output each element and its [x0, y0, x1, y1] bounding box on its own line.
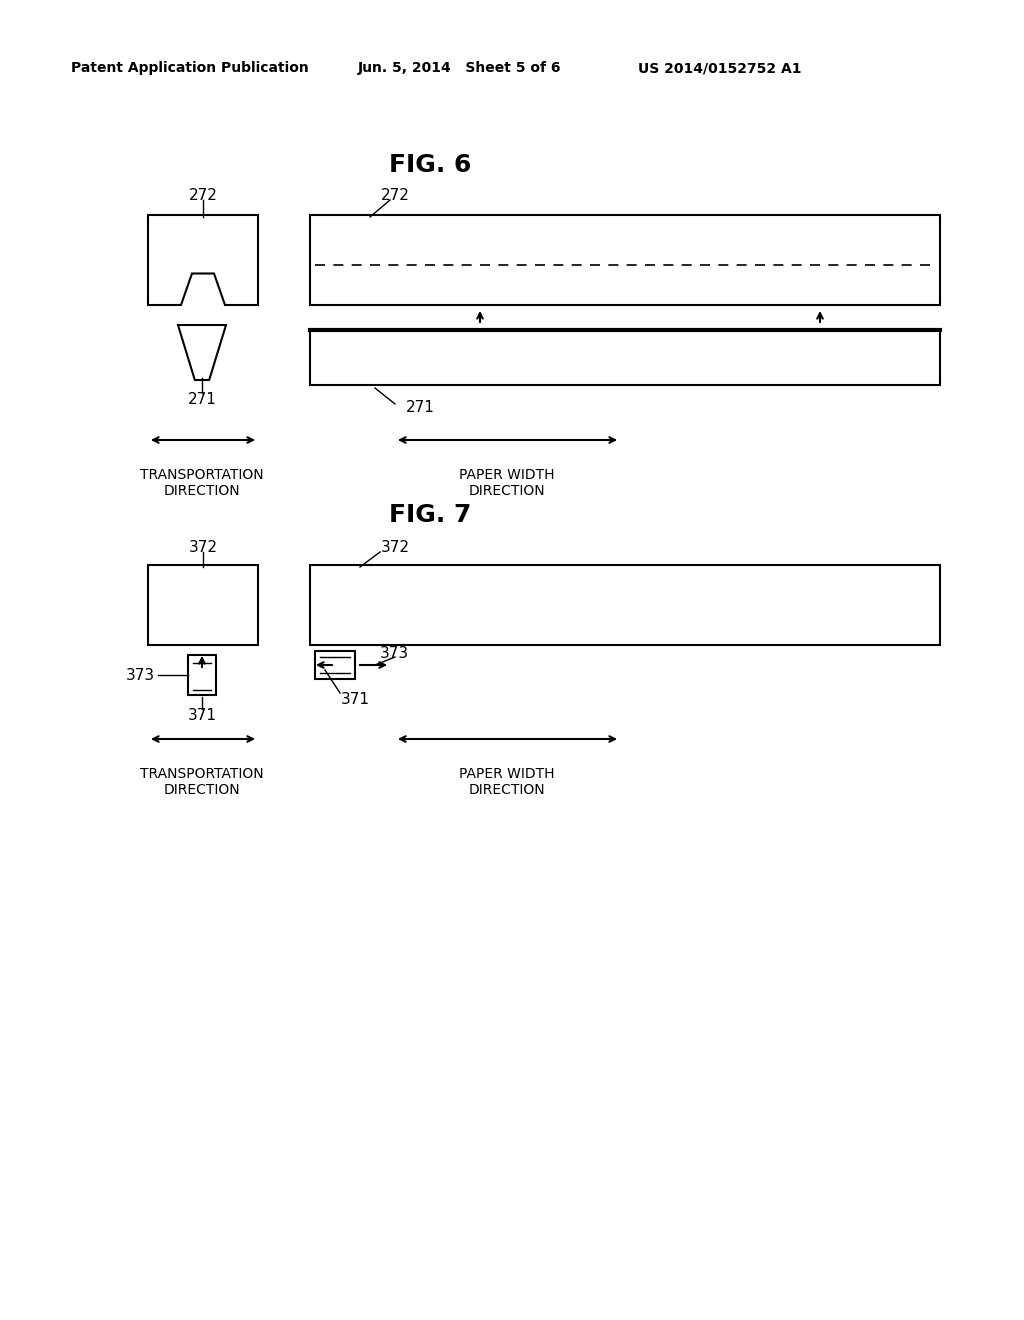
Bar	[188, 655, 216, 696]
Text: Patent Application Publication: Patent Application Publication	[71, 61, 309, 75]
Text: 272: 272	[381, 187, 410, 202]
Bar	[315, 651, 355, 678]
Text: TRANSPORTATION
DIRECTION: TRANSPORTATION DIRECTION	[140, 767, 264, 797]
Text: 372: 372	[188, 540, 217, 554]
Text: US 2014/0152752 A1: US 2014/0152752 A1	[638, 61, 802, 75]
Text: FIG. 6: FIG. 6	[389, 153, 471, 177]
Text: 373: 373	[126, 668, 155, 682]
Text: FIG. 7: FIG. 7	[389, 503, 471, 527]
Text: TRANSPORTATION
DIRECTION: TRANSPORTATION DIRECTION	[140, 469, 264, 498]
Bar	[310, 330, 940, 385]
Text: PAPER WIDTH
DIRECTION: PAPER WIDTH DIRECTION	[459, 469, 555, 498]
Bar	[148, 565, 258, 645]
Text: 271: 271	[406, 400, 434, 416]
Text: 272: 272	[188, 187, 217, 202]
Text: 373: 373	[380, 645, 410, 660]
Text: 271: 271	[187, 392, 216, 408]
Bar	[310, 565, 940, 645]
Text: PAPER WIDTH
DIRECTION: PAPER WIDTH DIRECTION	[459, 767, 555, 797]
Text: 372: 372	[381, 540, 410, 554]
Text: 371: 371	[341, 692, 370, 706]
Text: Jun. 5, 2014   Sheet 5 of 6: Jun. 5, 2014 Sheet 5 of 6	[358, 61, 562, 75]
Text: 371: 371	[187, 708, 216, 722]
